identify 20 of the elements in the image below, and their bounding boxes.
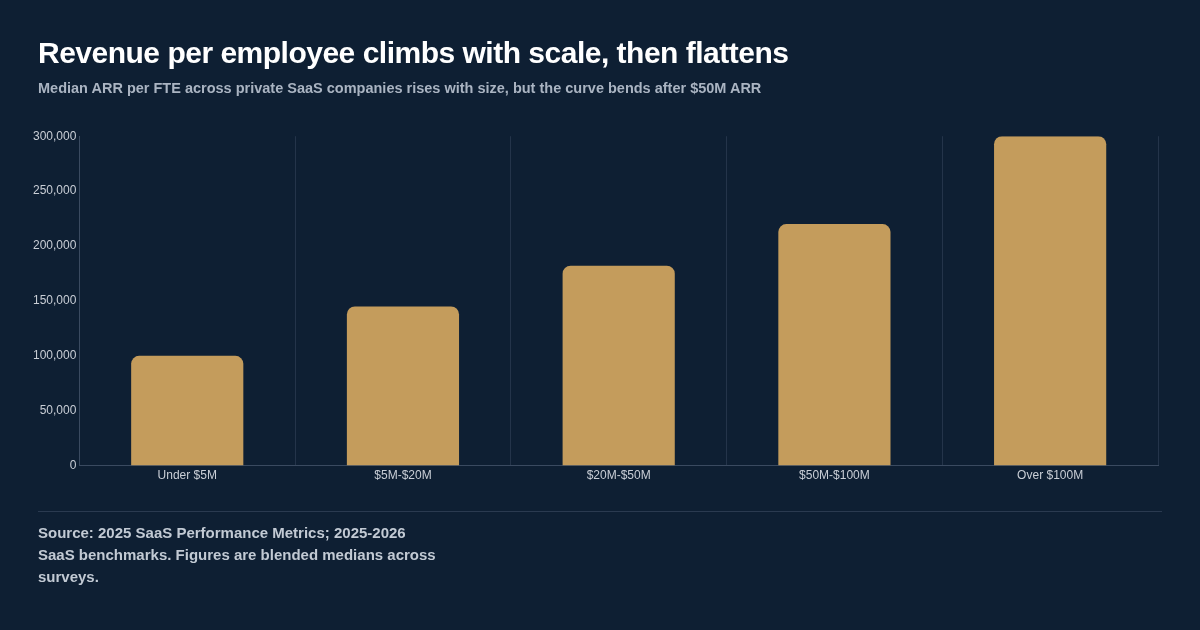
y-tick-label: 50,000 [39, 403, 77, 418]
y-tick-label: 150,000 [32, 293, 77, 308]
bar [346, 306, 460, 466]
x-tick-label: $5M-$20M [374, 468, 432, 483]
bar [562, 265, 675, 466]
y-tick-label: 200,000 [32, 238, 77, 253]
x-tick-label: $20M-$50M [586, 468, 651, 483]
chart-title: Revenue per employee climbs with scale, then flattens [38, 36, 789, 70]
source-note: Source: 2025 SaaS Performance Metrics; 2025-2026 SaaS benchmarks. Figures are blended medians across surveys. [38, 523, 437, 587]
bar [994, 136, 1107, 466]
x-tick-label: Under $5M [157, 468, 217, 483]
chart-subtitle: Median ARR per FTE across private SaaS companies rises with size, but the curve bends after $50M ARR [38, 80, 762, 96]
bar [131, 355, 244, 466]
y-tick-label: 100,000 [32, 348, 77, 363]
bar [778, 224, 891, 466]
y-tick-label: 0 [69, 457, 77, 472]
x-tick-label: Over $100M [1017, 468, 1084, 483]
y-tick-label: 250,000 [32, 183, 77, 198]
x-tick-label: $50M-$100M [799, 468, 870, 483]
y-tick-label: 300,000 [32, 128, 77, 143]
